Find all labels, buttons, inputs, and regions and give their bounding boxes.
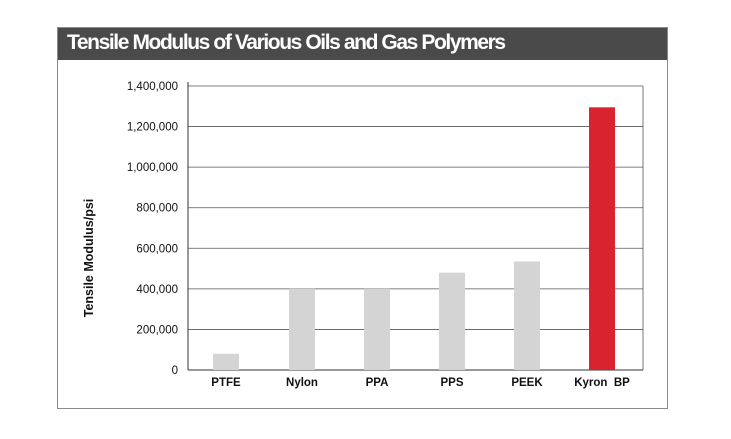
y-tick-label: 1,200,000 bbox=[127, 122, 178, 134]
bar-ppa bbox=[364, 288, 390, 370]
x-category-label: Nylon bbox=[286, 377, 318, 389]
x-category-label: PPA bbox=[366, 377, 389, 389]
bar-peek bbox=[514, 261, 540, 370]
x-category-label: PPS bbox=[440, 377, 463, 389]
y-tick-label: 400,000 bbox=[136, 284, 178, 296]
x-category-label: PTFE bbox=[211, 377, 241, 389]
chart-frame: Tensile Modulus of Various Oils and Gas … bbox=[57, 27, 668, 409]
x-category-label: PEEK bbox=[511, 377, 543, 389]
x-category-label: Kyron BP bbox=[574, 377, 630, 389]
y-tick-label: 1,400,000 bbox=[127, 81, 178, 93]
y-axis-title: Tensile Modulus/psi bbox=[82, 199, 96, 318]
chart-title: Tensile Modulus of Various Oils and Gas … bbox=[67, 31, 506, 54]
title-bar: Tensile Modulus of Various Oils and Gas … bbox=[58, 28, 667, 60]
bar-ptfe bbox=[213, 353, 239, 370]
y-tick-label: 0 bbox=[172, 365, 178, 377]
bar-pps bbox=[439, 272, 465, 370]
bar-kyron-bp bbox=[589, 107, 615, 371]
bar-nylon bbox=[289, 288, 315, 370]
y-tick-label: 1,000,000 bbox=[127, 162, 178, 174]
y-tick-label: 200,000 bbox=[136, 324, 178, 336]
y-tick-label: 600,000 bbox=[136, 243, 178, 255]
y-tick-label: 800,000 bbox=[136, 203, 178, 215]
